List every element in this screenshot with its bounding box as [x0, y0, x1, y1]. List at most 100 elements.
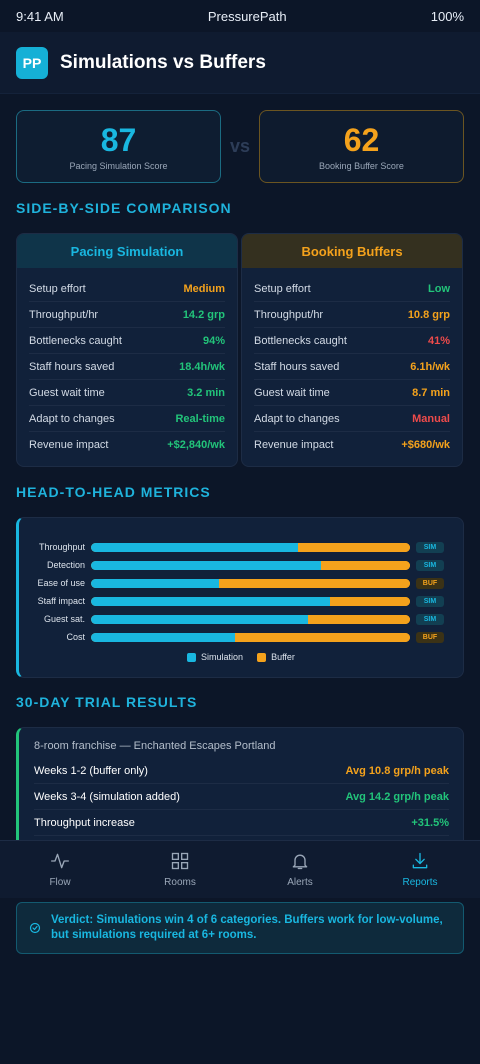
page-title: Simulations vs Buffers: [60, 51, 266, 73]
metric-label: Guest sat.: [43, 614, 85, 624]
metrics-legend: Simulation Buffer: [31, 652, 451, 662]
trial-section-title: 30-DAY TRIAL RESULTS: [16, 694, 198, 710]
metrics-section-title: HEAD-TO-HEAD METRICS: [16, 484, 211, 500]
status-time: 9:41 AM: [16, 8, 64, 24]
metric-bar: [91, 596, 410, 606]
trial-row: Weeks 3-4 (simulation added) Avg 14.2 grp…: [34, 784, 449, 810]
simulation-row: Guest wait time 3.2 min: [29, 380, 225, 406]
metric-label: Throughput: [38, 542, 85, 552]
verdict-banner: Verdict: Simulations win 4 of 6 categori…: [16, 902, 464, 954]
legend-simulation: Simulation: [187, 652, 243, 662]
metric-row: Detection SIM: [31, 556, 451, 574]
metric-bar-simulation: [91, 632, 235, 642]
nav-item-flow[interactable]: Flow: [0, 841, 120, 898]
simulation-row: Revenue impact +$2,840/wk: [29, 432, 225, 458]
nav-label-alerts: Alerts: [287, 877, 313, 888]
simulation-row-value: 94%: [202, 334, 225, 347]
metric-row: Guest sat. SIM: [31, 610, 451, 628]
metric-label: Detection: [46, 560, 85, 570]
status-app-name: PressurePath: [207, 8, 287, 24]
buffer-row: Guest wait time 8.7 min: [254, 380, 450, 406]
status-bar: 9:41 AM PressurePath 100%: [0, 0, 480, 32]
buffer-row: Setup effort Low: [254, 276, 450, 302]
simulation-row-value: +$2,840/wk: [167, 439, 225, 451]
simulation-score-label: Pacing Simulation Score: [69, 160, 168, 171]
metric-bar-simulation: [91, 560, 321, 570]
metric-bar-simulation: [91, 596, 331, 606]
trial-row: Weeks 1-2 (buffer only) Avg 10.8 grp/h pe…: [34, 758, 449, 784]
metric-bars: Throughput SIM Detection SIM Ease of use BUF S…: [31, 538, 451, 646]
buffer-row-value: +$680/wk: [401, 439, 450, 451]
metric-row: Ease of use BUF: [31, 574, 451, 592]
buffer-row-value: 41%: [427, 334, 450, 347]
comparison-columns: Pacing Simulation Setup effort Medium Thro…: [0, 233, 480, 467]
nav-label-flow: Flow: [49, 877, 71, 888]
metric-row: Staff impact SIM: [31, 592, 451, 610]
bell-icon: [292, 854, 308, 870]
simulation-row-label: Bottlenecks caught: [29, 334, 122, 347]
simulation-row-value: Real-time: [175, 412, 225, 425]
metric-label: Staff impact: [37, 596, 85, 606]
trial-row-value: Avg 14.2 grp/h peak: [345, 790, 449, 803]
simulation-row-label: Setup effort: [29, 282, 86, 295]
simulation-score-card[interactable]: 87 Pacing Simulation Score: [16, 110, 221, 183]
simulation-row-label: Adapt to changes: [29, 412, 115, 425]
metric-bar-buffer: [218, 578, 410, 588]
simulation-row-label: Staff hours saved: [29, 360, 115, 373]
app-logo: PP: [16, 46, 48, 79]
simulation-row: Throughput/hr 14.2 grp: [29, 302, 225, 328]
metric-row: Cost BUF: [31, 628, 451, 646]
activity-icon: [51, 853, 70, 869]
buffer-row-value: 10.8 grp: [407, 308, 450, 321]
trial-row: Throughput increase +31.5%: [34, 810, 449, 836]
buffer-rows: Setup effort Low Throughput/hr 10.8 grp Bott…: [242, 268, 462, 466]
metrics-card: Throughput SIM Detection SIM Ease of use BUF S…: [16, 517, 464, 678]
buffer-row-label: Bottlenecks caught: [254, 334, 347, 347]
winner-badge: SIM: [416, 541, 444, 553]
legend-simulation-swatch: [187, 652, 197, 662]
nav-item-reports[interactable]: Reports: [360, 841, 480, 898]
nav-item-alerts[interactable]: Alerts: [240, 841, 360, 898]
metric-label: Ease of use: [37, 578, 85, 588]
status-battery: 100%: [430, 8, 464, 24]
trial-row-label: Weeks 3-4 (simulation added): [34, 790, 180, 803]
buffer-column: Booking Buffers Setup effort Low Throughpu…: [241, 233, 463, 467]
metric-bar-simulation: [91, 542, 299, 552]
nav-item-rooms[interactable]: Rooms: [120, 841, 240, 898]
simulation-score-value: 87: [100, 121, 137, 158]
nav-label-rooms: Rooms: [164, 877, 196, 888]
simulation-row-label: Throughput/hr: [29, 308, 99, 321]
metric-label: Cost: [66, 632, 85, 642]
trial-row-label: Throughput increase: [34, 816, 135, 829]
buffer-row: Throughput/hr 10.8 grp: [254, 302, 450, 328]
metric-bar: [91, 542, 410, 552]
legend-buffer: Buffer: [257, 652, 295, 662]
download-icon: [412, 852, 428, 869]
legend-simulation-label: Simulation: [201, 652, 244, 662]
metric-bar: [91, 614, 410, 624]
grid-icon: [171, 852, 189, 870]
simulation-column-heading: Pacing Simulation: [17, 234, 237, 268]
simulation-row: Setup effort Medium: [29, 276, 225, 302]
buffer-score-card[interactable]: 62 Booking Buffer Score: [259, 110, 464, 183]
simulation-rows: Setup effort Medium Throughput/hr 14.2 grp B…: [17, 268, 237, 466]
buffer-row-value: Manual: [412, 412, 450, 425]
comparison-section-title: SIDE-BY-SIDE COMPARISON: [16, 200, 232, 216]
metric-bar-buffer: [307, 614, 410, 624]
simulation-row-label: Guest wait time: [29, 386, 105, 399]
winner-badge: SIM: [416, 559, 444, 571]
buffer-row: Adapt to changes Manual: [254, 406, 450, 432]
bottom-nav: Flow Rooms Alerts Reports: [0, 840, 480, 898]
metric-bar: [91, 632, 410, 642]
buffer-score-value: 62: [343, 121, 380, 158]
metric-bar-buffer: [320, 560, 410, 570]
trial-subtitle: 8-room franchise — Enchanted Escapes Por…: [34, 740, 276, 752]
verdict-text: Verdict: Simulations win 4 of 6 categori…: [51, 914, 443, 941]
nav-label-reports: Reports: [402, 877, 438, 888]
simulation-column: Pacing Simulation Setup effort Medium Thro…: [16, 233, 238, 467]
trial-row-label: Weeks 1-2 (buffer only): [34, 764, 148, 777]
buffer-row-value: Low: [428, 282, 450, 295]
buffer-row-label: Guest wait time: [254, 386, 330, 399]
trial-card: 8-room franchise — Enchanted Escapes Por…: [16, 727, 464, 857]
buffer-row-label: Throughput/hr: [254, 308, 324, 321]
